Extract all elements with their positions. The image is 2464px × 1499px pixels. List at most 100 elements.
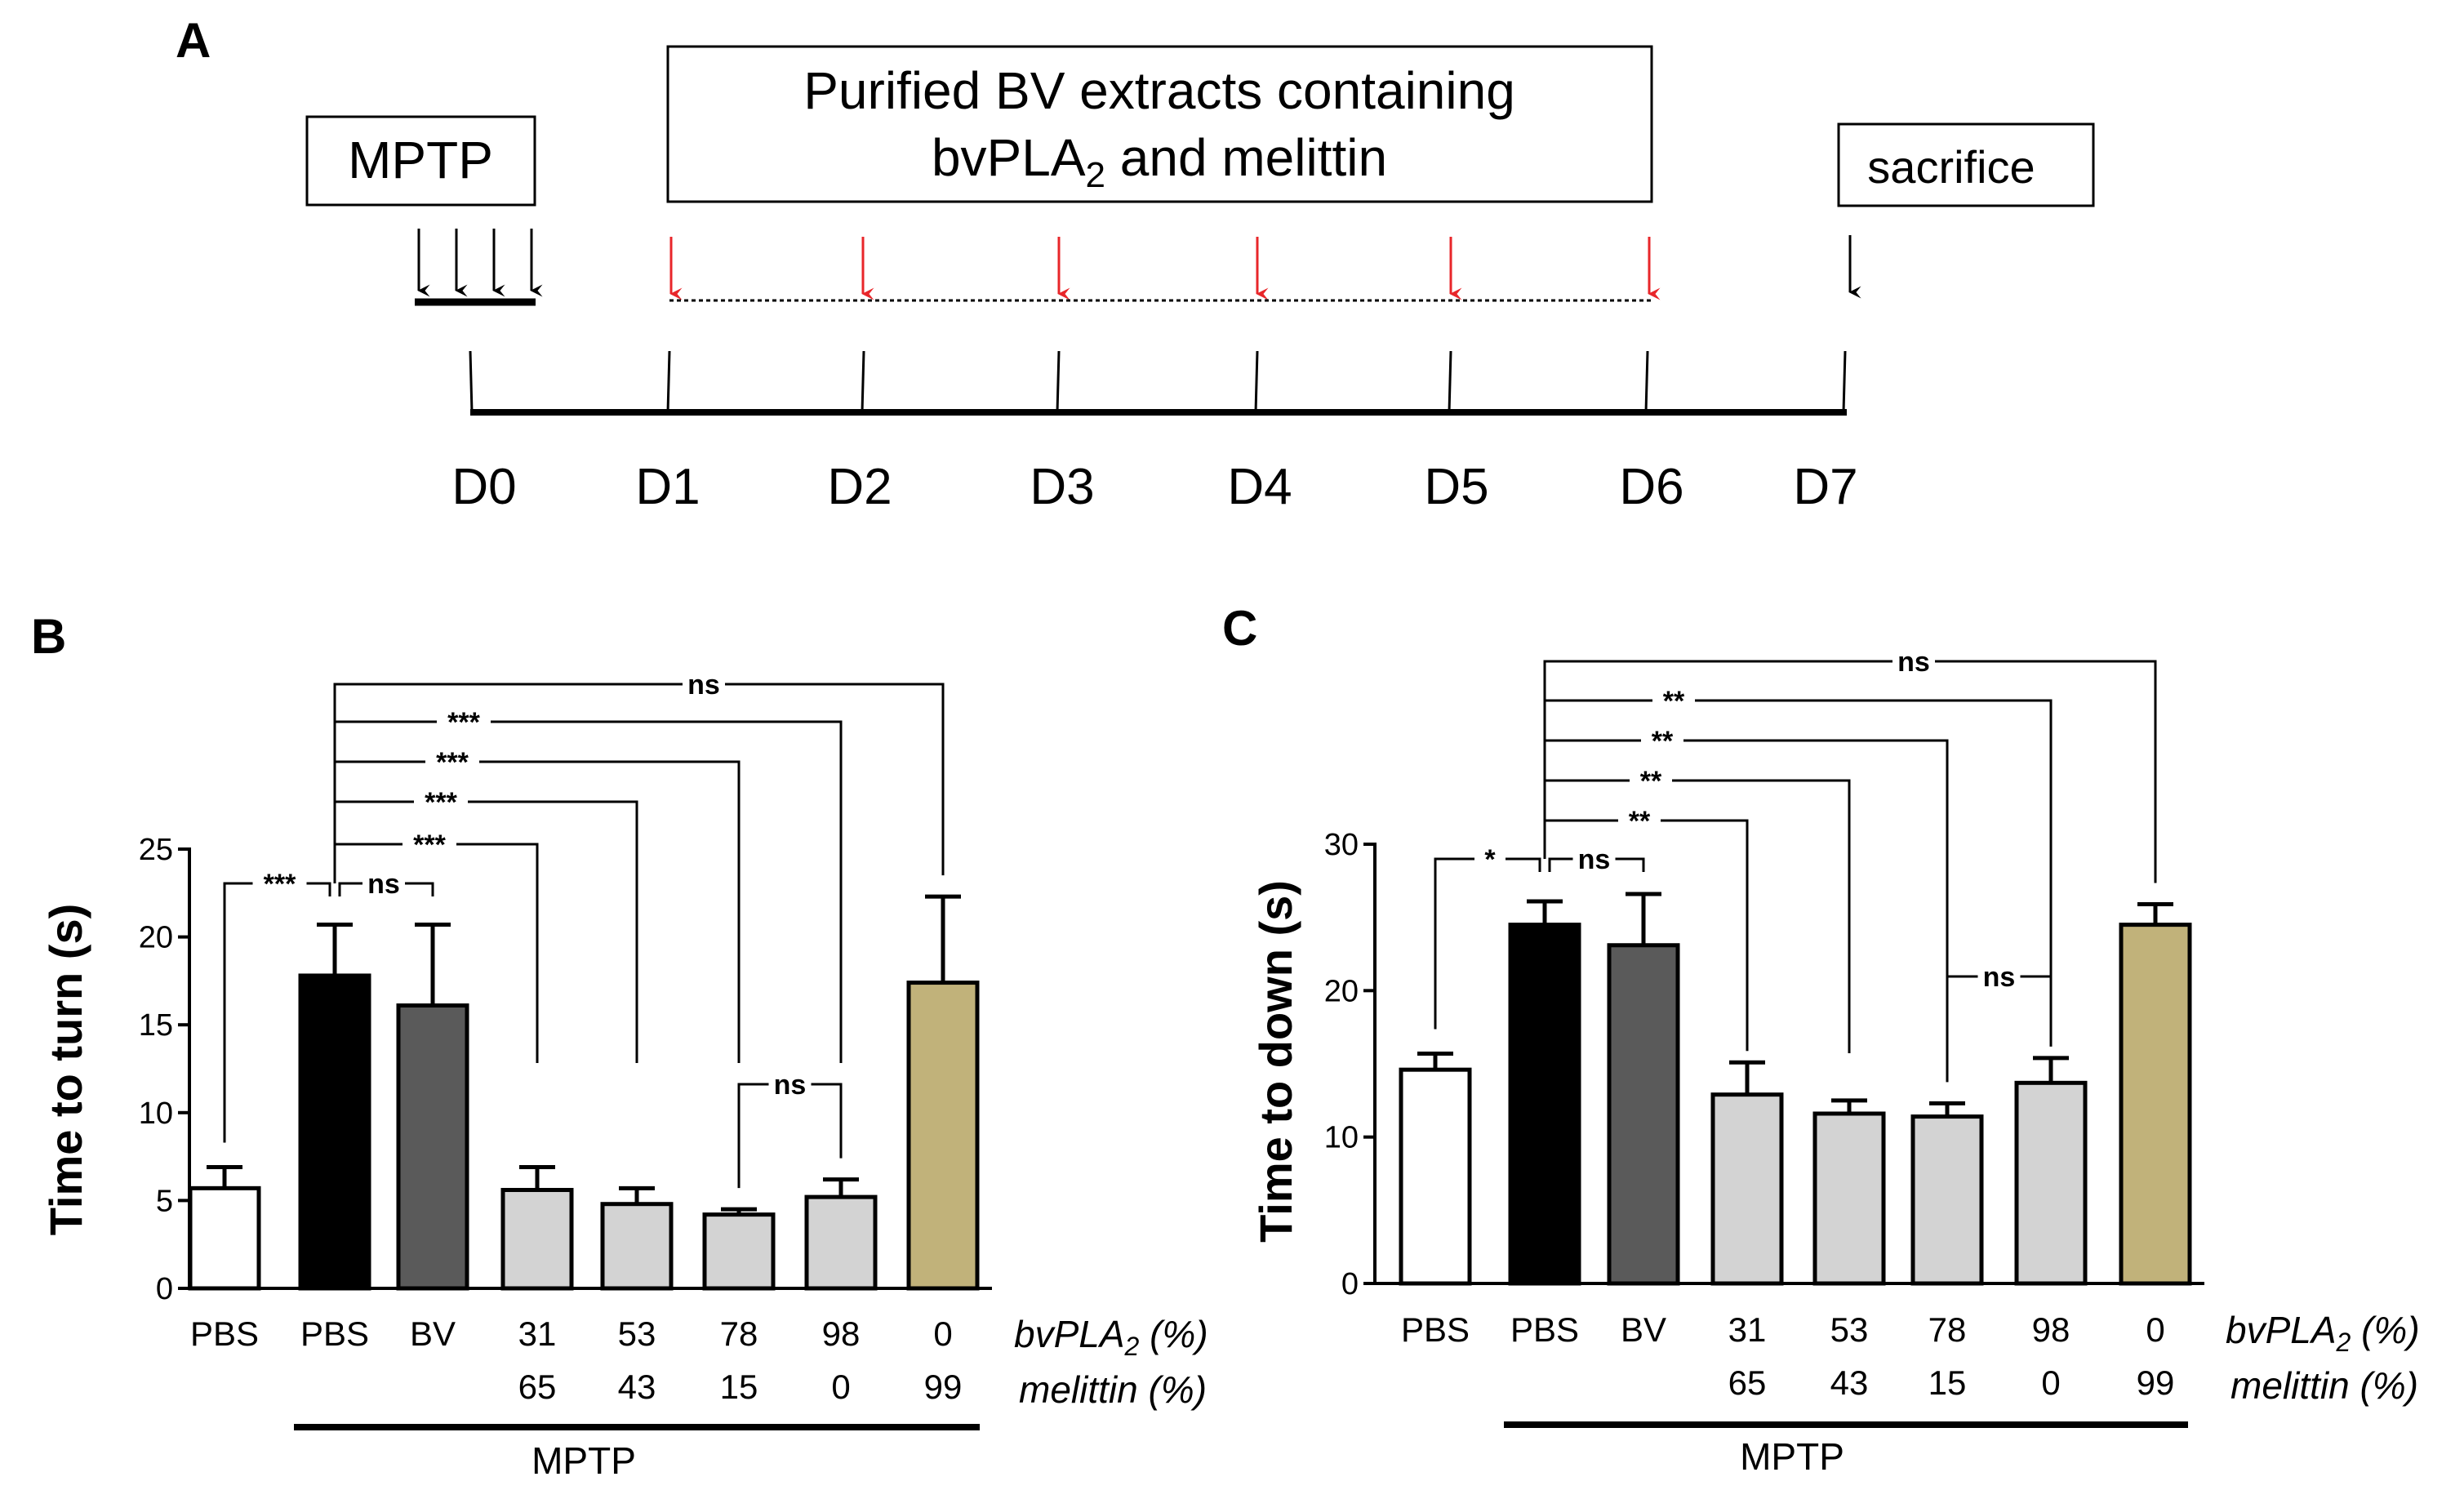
row-label-melittin-b: melittin (%) [1019,1368,1207,1411]
category-label: BV [410,1314,456,1353]
row-label-melittin-c: melittin (%) [2230,1364,2418,1407]
category-label: 53 [1830,1310,1869,1349]
category-label: PBS [1401,1310,1470,1349]
significance-label-bg [1474,844,1506,874]
y-tick-label: 0 [156,1272,173,1306]
bar [1812,1111,1886,1286]
timeline-tick-d3 [1056,350,1061,413]
melittin-label: 65 [1728,1363,1767,1402]
significance-label: ns [1897,647,1930,678]
day-label: D4 [1227,459,1292,515]
significance-bracket [1543,660,2157,883]
significance-label-bg [1977,962,2021,991]
significance-label: ** [1652,726,1674,757]
melittin-label: 15 [1928,1363,1967,1402]
timeline-tick-d7 [1842,350,1847,413]
bar [804,1194,878,1291]
panel-letter-c: C [1222,601,1257,656]
treatment-line-2: bvPLA2 and melittin [932,128,1387,195]
day-label: D7 [1793,459,1857,515]
y-tick-label: 20 [1324,974,1359,1008]
significance-label-bg [403,830,456,859]
significance-label-bg [1652,686,1695,715]
row-label-bvpla2-c: bvPLA2 (%) [2226,1309,2420,1357]
y-tick-label: 10 [139,1096,173,1131]
significance-bracket [333,683,945,883]
significance-label: ** [1663,686,1685,717]
day-label: D6 [1619,459,1683,515]
melittin-label: 0 [831,1368,850,1406]
y-tick-label: 25 [139,833,173,867]
panel-letter-a: A [176,13,211,68]
category-label: 31 [1728,1310,1767,1349]
melittin-label: 43 [618,1368,656,1406]
significance-label: *** [447,707,480,738]
y-tick-label: 20 [139,921,173,955]
bar [500,1187,574,1291]
significance-label-bg [1892,647,1935,676]
significance-label: * [1484,844,1496,875]
significance-label-bg [683,669,725,699]
chart-b-plot: 0 5 10 15 20 25 PBS PBS BV 31 65 53 43 78 15 98 0 0 99 *** n… [139,669,992,1406]
treatment-line-1: Purified BV extracts containing [803,61,1515,120]
significance-label: *** [413,830,446,861]
y-axis-title-b: Time to turn (s) [40,904,91,1236]
bar [906,981,980,1291]
timeline-tick-d4 [1254,350,1259,413]
category-label: 31 [518,1314,557,1353]
panel-c-down-chart: C Time to down (s) 0 10 20 30 PBS PBS BV 31 65 53… [1222,601,2420,1478]
melittin-label: 15 [720,1368,758,1406]
day-label: D0 [451,459,516,515]
category-label: 98 [822,1314,861,1353]
significance-label: *** [436,747,469,778]
timeline-ticks [469,350,1847,413]
bar [1607,943,1680,1286]
significance-label-bg [252,869,307,898]
treatment-arrows [669,237,1661,300]
significance-label-bg [1641,726,1683,755]
category-label: 78 [1928,1310,1967,1349]
bar [600,1202,674,1291]
day-label: D2 [827,459,892,515]
mptp-box [305,115,536,207]
mptp-box-label: MPTP [348,131,493,189]
bar [1399,1067,1472,1286]
chart-c-plot: 0 10 20 30 PBS PBS BV 31 65 53 43 78 15 98 0 0 99 * ns ** **… [1324,647,2204,1402]
panel-letter-b: B [31,609,66,664]
category-label: PBS [190,1314,259,1353]
significance-label: ** [1640,766,1662,797]
timeline-tick-d1 [666,350,671,413]
significance-label: ns [1983,962,2016,993]
significance-label-bg [768,1070,812,1099]
sacrifice-box [1837,122,2095,207]
significance-label: ns [367,869,400,900]
y-tick-label: 0 [1341,1267,1359,1301]
category-label: 78 [720,1314,758,1353]
significance-label: *** [425,787,457,818]
significance-label-bg [362,869,405,898]
bar [298,973,371,1291]
y-tick-label: 15 [139,1008,173,1043]
y-axis-title-c: Time to down (s) [1250,880,1301,1243]
significance-label-bg [1630,766,1672,795]
bar [1910,1114,1984,1286]
timeline-tick-d5 [1448,350,1452,413]
bar [702,1212,776,1291]
category-label: PBS [1510,1310,1579,1349]
significance-label: ns [774,1070,807,1101]
significance-bracket [333,800,638,1063]
significance-label-bg [437,707,491,736]
bar [2014,1080,2088,1286]
melittin-label: 99 [924,1368,963,1406]
bar [396,1003,469,1291]
category-label: 98 [2032,1310,2070,1349]
y-tick-label: 5 [156,1184,173,1218]
significance-label: ns [1578,844,1611,875]
significance-label: ns [687,669,720,701]
melittin-label: 65 [518,1368,557,1406]
day-label: D5 [1424,459,1488,515]
y-tick-label: 10 [1324,1121,1359,1155]
melittin-label: 99 [2137,1363,2175,1402]
category-label: BV [1621,1310,1666,1349]
